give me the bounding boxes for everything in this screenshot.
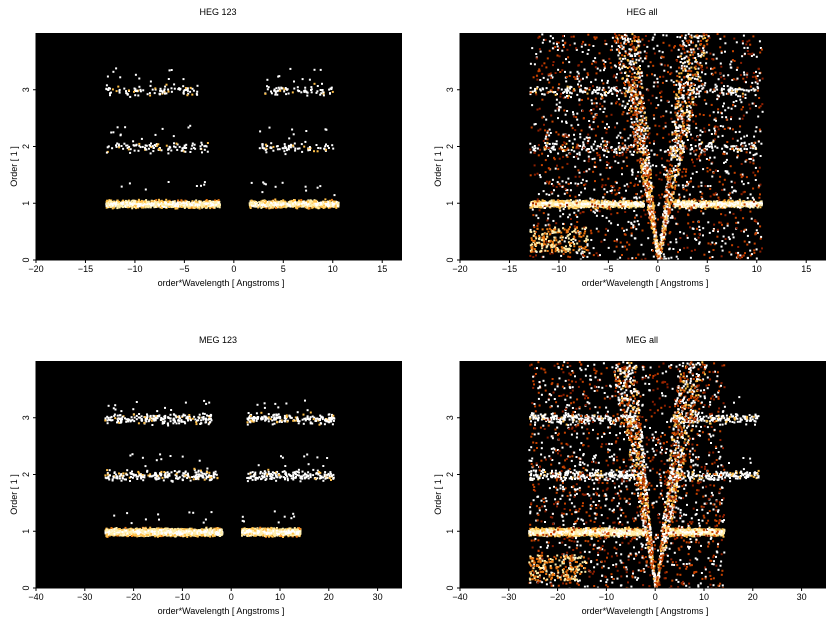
x-tick-label: −15	[502, 264, 517, 274]
y-tick-label: 1	[445, 529, 455, 534]
y-tick-label: 2	[21, 472, 31, 477]
y-tick-label: 1	[21, 529, 31, 534]
x-tick-label: 0	[655, 264, 660, 274]
x-tick-label: 15	[377, 264, 387, 274]
y-tick-label: 2	[21, 144, 31, 149]
y-tick-label: 3	[445, 415, 455, 420]
y-tick-label: 1	[445, 201, 455, 206]
x-tick-label: −5	[603, 264, 613, 274]
plot-area	[36, 361, 402, 588]
y-tick-label: 0	[21, 257, 31, 262]
scatter-pixels	[528, 361, 760, 588]
chart-title: HEG all	[626, 7, 657, 17]
x-axis-label: order*Wavelength [ Angstroms ]	[158, 606, 285, 616]
y-axis-label: Order [ 1 ]	[9, 146, 19, 187]
x-tick-label: 15	[801, 264, 811, 274]
x-tick-label: 5	[281, 264, 286, 274]
y-axis-label: Order [ 1 ]	[9, 474, 19, 515]
panel-1: HEG all −20 −15 −10 −5 0 5 10 15 0 1 2 3 order*Wavele…	[433, 7, 826, 288]
x-tick-label: 10	[328, 264, 338, 274]
y-tick-label: 0	[445, 257, 455, 262]
x-axis-label: order*Wavelength [ Angstroms ]	[582, 278, 709, 288]
x-tick-label: −10	[551, 264, 566, 274]
x-tick-label: −20	[550, 592, 565, 602]
x-tick-label: −30	[77, 592, 92, 602]
x-tick-label: −40	[28, 592, 43, 602]
y-tick-label: 3	[21, 87, 31, 92]
y-tick-label: 2	[445, 144, 455, 149]
y-axis-label: Order [ 1 ]	[433, 474, 443, 515]
x-axis-label: order*Wavelength [ Angstroms ]	[582, 606, 709, 616]
scatter-pixels	[104, 399, 336, 538]
x-tick-label: −40	[452, 592, 467, 602]
x-tick-label: −20	[452, 264, 467, 274]
y-tick-label: 3	[21, 415, 31, 420]
x-tick-label: 5	[705, 264, 710, 274]
chart-title: MEG all	[626, 335, 658, 345]
x-tick-label: −30	[501, 592, 516, 602]
chart-title: MEG 123	[199, 335, 237, 345]
scatter-pixels	[529, 33, 764, 260]
panel-2: MEG 123 −40 −30 −20 −10 0 10 20 30 0 1 2 3 order*Wave…	[9, 335, 402, 616]
x-axis-label: order*Wavelength [ Angstroms ]	[158, 278, 285, 288]
y-tick-label: 3	[445, 87, 455, 92]
x-tick-label: 30	[373, 592, 383, 602]
y-tick-label: 0	[21, 585, 31, 590]
x-tick-label: 10	[699, 592, 709, 602]
x-tick-label: 0	[229, 592, 234, 602]
x-tick-label: −10	[599, 592, 614, 602]
x-tick-label: −10	[175, 592, 190, 602]
x-tick-label: 10	[752, 264, 762, 274]
x-tick-label: 0	[653, 592, 658, 602]
scatter-pixels	[105, 67, 340, 210]
y-axis-label: Order [ 1 ]	[433, 146, 443, 187]
y-tick-label: 2	[445, 472, 455, 477]
y-tick-label: 0	[445, 585, 455, 590]
x-tick-label: −5	[179, 264, 189, 274]
x-tick-label: 20	[748, 592, 758, 602]
x-tick-label: 0	[231, 264, 236, 274]
x-tick-label: −10	[127, 264, 142, 274]
x-tick-label: −20	[126, 592, 141, 602]
x-tick-label: 10	[275, 592, 285, 602]
x-tick-label: 30	[797, 592, 807, 602]
x-tick-label: −20	[28, 264, 43, 274]
chart-title: HEG 123	[199, 7, 236, 17]
plot-area	[36, 33, 402, 260]
x-tick-label: −15	[78, 264, 93, 274]
panel-0: HEG 123 −20 −15 −10 −5 0 5 10 15 0 1 2 3 order*Wavele…	[9, 7, 402, 288]
x-tick-label: 20	[324, 592, 334, 602]
panel-3: MEG all −40 −30 −20 −10 0 10 20 30 0 1 2 3 order*Wave…	[433, 335, 826, 616]
y-tick-label: 1	[21, 201, 31, 206]
